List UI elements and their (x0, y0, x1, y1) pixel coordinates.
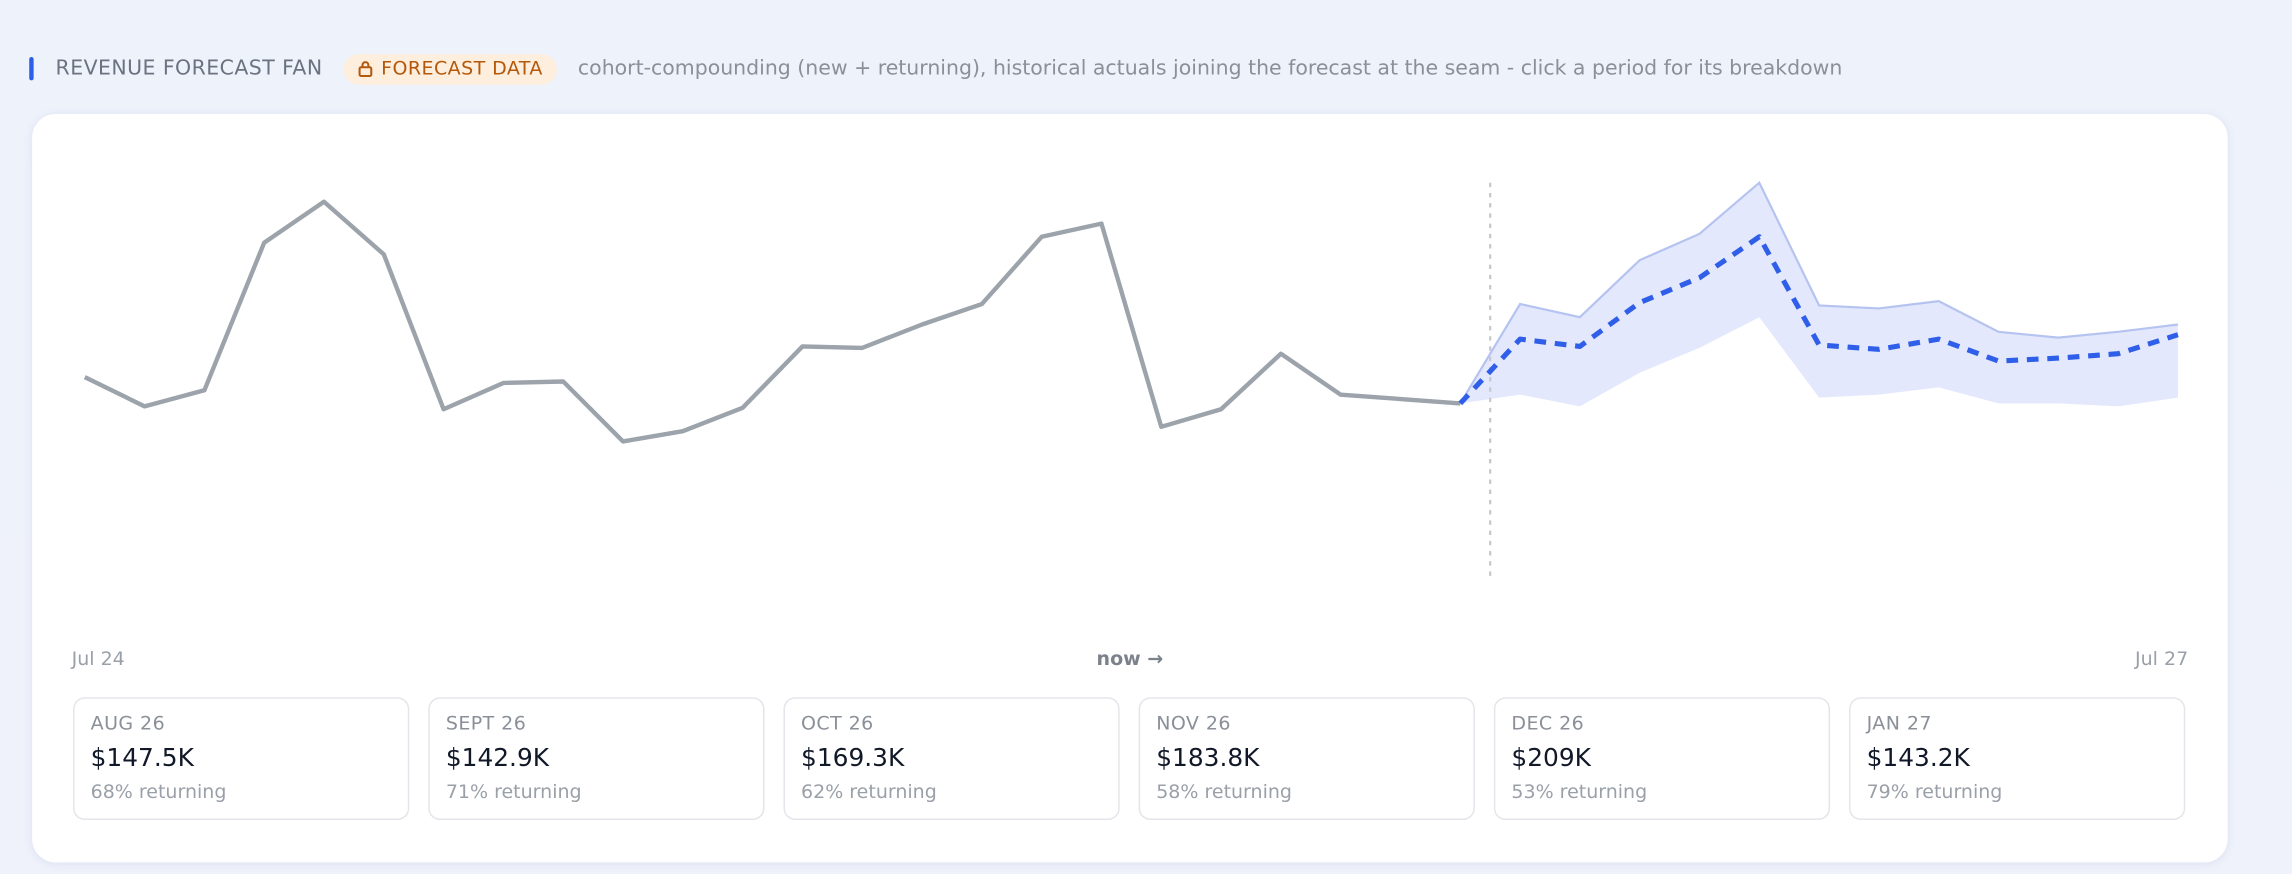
period-label: SEPT 26 (445, 713, 527, 736)
period-returning: 53% returning (1511, 782, 1648, 804)
period-label: OCT 26 (801, 713, 874, 736)
period-label: NOV 26 (1156, 713, 1231, 736)
period-tiles: AUG 26 $147.5K 68% returning SEPT 26 $142.9K… (73, 697, 2187, 821)
x-tick-label: Jul 27 (2134, 648, 2188, 670)
period-tile[interactable]: SEPT 26 $142.9K 71% returning (428, 697, 765, 821)
period-value: $169.3K (801, 744, 905, 774)
badge: FORECAST DATA (343, 53, 558, 85)
badge-text: FORECAST DATA (381, 57, 543, 80)
accent-bar (29, 57, 34, 81)
lock-icon (358, 61, 372, 78)
now-label: now → (1097, 648, 1164, 670)
period-value: $147.5K (90, 744, 194, 774)
period-returning: 71% returning (445, 782, 582, 804)
period-tile[interactable]: DEC 26 $209K 53% returning (1493, 697, 1831, 821)
period-tile[interactable]: JAN 27 $143.2K 79% returning (1849, 697, 2186, 821)
forecast-line (1458, 234, 2179, 406)
actual-line (83, 199, 1461, 444)
period-label: AUG 26 (90, 713, 166, 736)
band-upper-edge (1459, 180, 2179, 404)
description: cohort-compounding (new + returning), hi… (577, 57, 1843, 81)
period-value: $143.2K (1866, 744, 1970, 774)
period-value: $209K (1511, 744, 1591, 774)
period-value: $142.9K (445, 744, 550, 774)
period-tile[interactable]: NOV 26 $183.8K 58% returning (1138, 697, 1475, 821)
period-tile[interactable]: AUG 26 $147.5K 68% returning (73, 697, 410, 821)
period-label: DEC 26 (1511, 713, 1585, 736)
period-value: $183.8K (1156, 744, 1260, 774)
chart: Jul 24 Jul 27 now → (71, 180, 2188, 670)
period-tile[interactable]: OCT 26 $169.3K 62% returning (783, 697, 1120, 821)
title: REVENUE FORECAST FAN (55, 57, 323, 81)
period-returning: 58% returning (1156, 782, 1292, 804)
period-returning: 68% returning (90, 782, 227, 804)
forecast-band (1460, 182, 2178, 407)
period-label: JAN 27 (1866, 713, 1932, 736)
x-tick-label: Jul 24 (71, 648, 125, 670)
period-returning: 79% returning (1866, 782, 2003, 804)
header: REVENUE FORECAST FAN FORECAST DATA cohor… (29, 53, 1842, 85)
period-returning: 62% returning (801, 782, 937, 804)
